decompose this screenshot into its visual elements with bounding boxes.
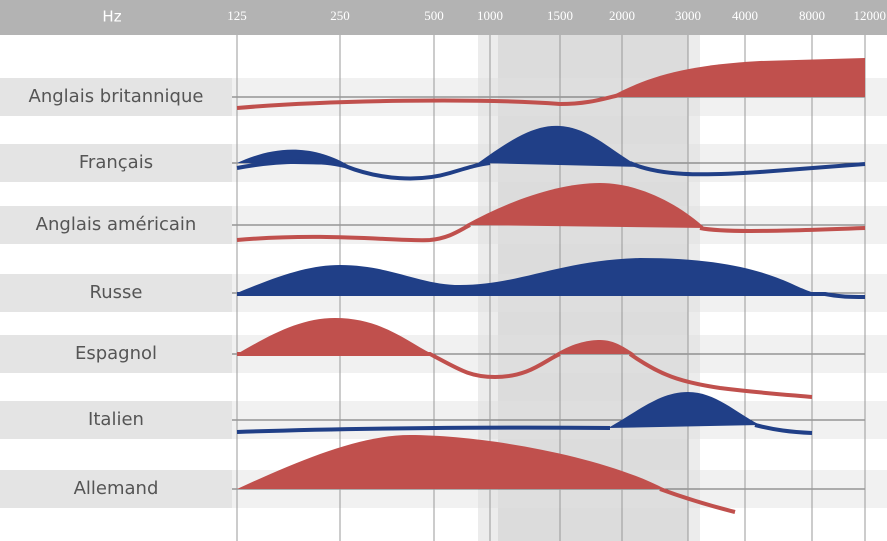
label-box [0, 274, 232, 312]
tick-label: 3000 [675, 8, 701, 23]
header-bar [0, 0, 887, 35]
tick-label: 8000 [799, 8, 825, 23]
curve-fill [237, 258, 825, 295]
tick-label: 250 [330, 8, 350, 23]
label-box [0, 470, 232, 508]
tick-label: 4000 [732, 8, 758, 23]
curve-fill [610, 58, 865, 97]
curve-line [237, 292, 866, 299]
tick-label: 125 [227, 8, 247, 23]
language-label: Anglais américain [36, 214, 197, 235]
label-box [0, 401, 232, 439]
tick-label: 500 [424, 8, 444, 23]
language-label: Français [79, 152, 153, 173]
label-box [0, 335, 232, 373]
curve-fill [478, 125, 640, 167]
curve-line [236, 159, 866, 181]
language-label: Anglais britannique [29, 86, 204, 107]
curve-line [236, 93, 621, 110]
curve-fill [555, 340, 635, 354]
tick-label: 2000 [609, 8, 635, 23]
label-box [0, 78, 232, 116]
axis-label: Hz [102, 8, 121, 26]
curve-fill [237, 435, 665, 489]
curve-fill [608, 392, 760, 428]
label-box [0, 206, 232, 244]
curve-line [236, 423, 813, 435]
language-label: Russe [90, 282, 143, 303]
language-label: Italien [88, 409, 144, 430]
tick-label: 12000 [854, 8, 887, 23]
language-label: Allemand [74, 478, 159, 499]
label-box [0, 144, 232, 182]
curve-fill [237, 318, 432, 354]
tick-label: 1000 [477, 8, 503, 23]
curve-fill [465, 183, 705, 228]
language-label: Espagnol [75, 343, 157, 364]
curve-line [236, 223, 866, 243]
curve-line [237, 352, 813, 399]
tick-label: 1500 [547, 8, 573, 23]
curve-line [659, 487, 736, 514]
